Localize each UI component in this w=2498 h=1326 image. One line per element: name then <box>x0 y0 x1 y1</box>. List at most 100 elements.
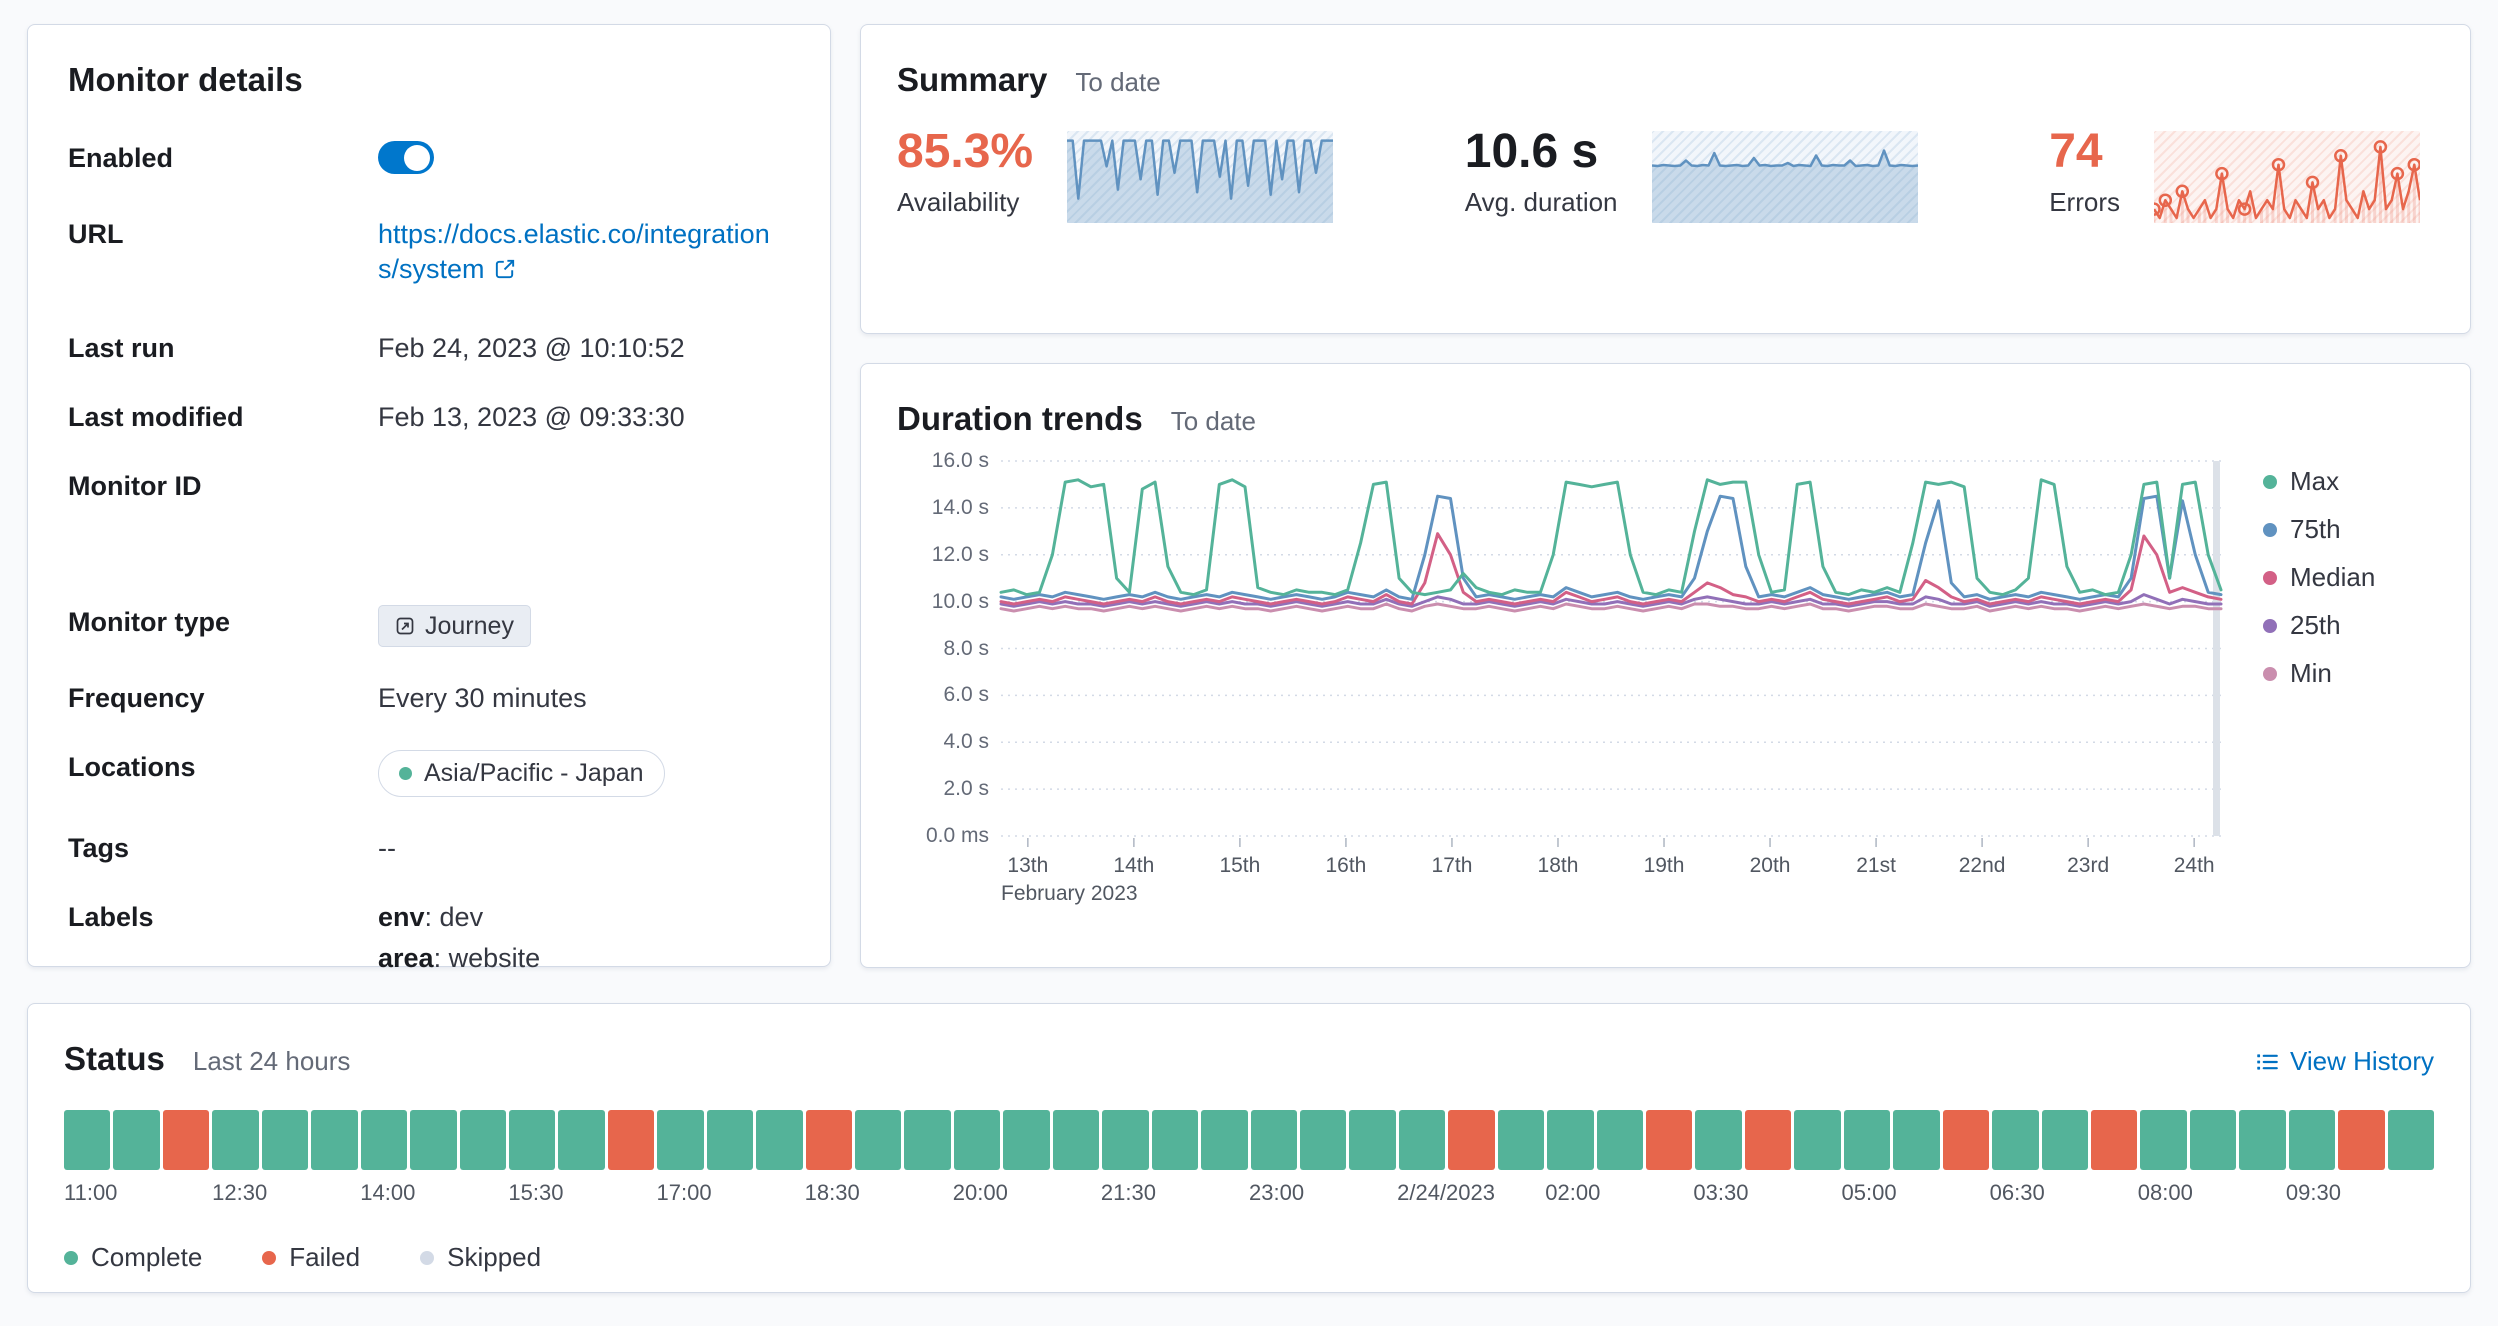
y-axis-tick-label: 2.0 s <box>943 777 989 801</box>
status-block-complete[interactable] <box>1250 1110 1297 1170</box>
status-block-complete[interactable] <box>2387 1110 2434 1170</box>
status-legend-complete: Complete <box>64 1242 202 1273</box>
status-time-label: 11:00 <box>64 1180 118 1205</box>
status-block-complete[interactable] <box>953 1110 1001 1170</box>
status-block-failed[interactable] <box>162 1110 210 1170</box>
status-block-complete[interactable] <box>113 1110 160 1170</box>
status-block-complete[interactable] <box>1398 1110 1446 1170</box>
status-block-complete[interactable] <box>212 1110 259 1170</box>
status-block-complete[interactable] <box>1151 1110 1199 1170</box>
status-block-complete[interactable] <box>756 1110 803 1170</box>
monitor-details-panel: Monitor details Enabled URL https://docs… <box>27 24 831 973</box>
status-block-failed[interactable] <box>1744 1110 1792 1170</box>
duration-legend-item[interactable]: 75th <box>2263 514 2375 545</box>
status-time-label: 09:30 <box>2285 1180 2341 1205</box>
status-block-complete[interactable] <box>2140 1110 2187 1170</box>
status-block-complete[interactable] <box>360 1110 408 1170</box>
view-history-button[interactable]: View History <box>2254 1046 2434 1077</box>
availability-label: Availability <box>897 187 1020 218</box>
status-time-label: 2/24/2023 <box>1397 1180 1495 1205</box>
status-block-complete[interactable] <box>1052 1110 1100 1170</box>
y-axis-tick-label: 16.0 s <box>931 449 989 472</box>
monitor-url-link[interactable]: https://docs.elastic.co/integrations/sys… <box>378 219 770 285</box>
status-block-complete[interactable] <box>558 1110 605 1170</box>
skipped-legend-dot <box>420 1250 435 1265</box>
location-status-dot <box>399 766 412 780</box>
status-block-complete[interactable] <box>64 1110 111 1170</box>
status-block-failed[interactable] <box>1646 1110 1693 1170</box>
y-axis-tick-label: 14.0 s <box>931 495 989 519</box>
status-block-complete[interactable] <box>261 1110 309 1170</box>
status-block-complete[interactable] <box>1893 1110 1940 1170</box>
legend-dot <box>2263 522 2277 537</box>
duration-trends-panel: Duration trends To date 0.0 ms 2.0 s 4.0 s… <box>860 363 2471 968</box>
availability-value: 85.3% <box>897 125 1034 178</box>
detail-row-monitor-type: Monitor type Journey <box>68 604 790 648</box>
status-block-complete[interactable] <box>1003 1110 1050 1170</box>
status-block-complete[interactable] <box>1547 1110 1594 1170</box>
status-time-label: 12:30 <box>212 1180 268 1205</box>
status-block-complete[interactable] <box>1695 1110 1742 1170</box>
status-block-failed[interactable] <box>805 1110 852 1170</box>
detail-row-monitor-id: Monitor ID <box>68 469 790 504</box>
duration-legend-item[interactable]: Median <box>2263 562 2375 593</box>
legend-dot <box>2263 474 2277 489</box>
status-block-failed[interactable] <box>2090 1110 2138 1170</box>
status-block-complete[interactable] <box>1497 1110 1545 1170</box>
status-time-label: 20:00 <box>952 1180 1008 1205</box>
last-run-value: Feb 24, 2023 @ 10:10:52 <box>378 333 685 364</box>
status-block-failed[interactable] <box>1942 1110 1990 1170</box>
y-axis-tick-label: 12.0 s <box>931 542 989 566</box>
status-time-label: 17:00 <box>656 1180 712 1205</box>
status-block-complete[interactable] <box>508 1110 556 1170</box>
x-axis-tick-label: 16th <box>1325 854 1367 877</box>
enabled-toggle[interactable] <box>378 141 434 174</box>
status-block-complete[interactable] <box>2239 1110 2286 1170</box>
status-block-complete[interactable] <box>657 1110 704 1170</box>
avg-duration-label: Avg. duration <box>1464 187 1618 218</box>
status-block-complete[interactable] <box>459 1110 506 1170</box>
duration-trends-subtitle: To date <box>1170 406 1256 436</box>
status-block-complete[interactable] <box>410 1110 457 1170</box>
status-track <box>64 1110 2434 1170</box>
status-block-complete[interactable] <box>855 1110 902 1170</box>
summary-metrics: 85.3% Availability 10.6 s Avg. duration … <box>897 125 2434 223</box>
duration-legend-item[interactable]: 25th <box>2263 610 2375 641</box>
status-block-failed[interactable] <box>607 1110 655 1170</box>
status-block-complete[interactable] <box>2189 1110 2237 1170</box>
status-block-failed[interactable] <box>2338 1110 2385 1170</box>
status-block-complete[interactable] <box>1794 1110 1841 1170</box>
y-axis-tick-label: 8.0 s <box>943 636 989 660</box>
status-block-complete[interactable] <box>1201 1110 1248 1170</box>
status-block-complete[interactable] <box>311 1110 358 1170</box>
status-time-label: 18:30 <box>804 1180 860 1205</box>
detail-row-last-run: Last run Feb 24, 2023 @ 10:10:52 <box>68 331 790 366</box>
status-legend-failed: Failed <box>262 1242 360 1273</box>
x-axis-tick-label: 23rd <box>2067 854 2110 877</box>
detail-row-locations: Locations Asia/Pacific - Japan <box>68 750 790 797</box>
monitor-id-label: Monitor ID <box>68 471 202 502</box>
status-block-complete[interactable] <box>1349 1110 1396 1170</box>
avg-duration-value: 10.6 s <box>1464 125 1599 178</box>
status-time-label: 02:00 <box>1545 1180 1601 1205</box>
y-axis-tick-label: 10.0 s <box>931 589 989 613</box>
status-block-complete[interactable] <box>1992 1110 2039 1170</box>
duration-legend-item[interactable]: Min <box>2263 658 2375 689</box>
last-modified-label: Last modified <box>68 402 244 433</box>
status-block-complete[interactable] <box>2288 1110 2336 1170</box>
x-axis-tick-label: 19th <box>1643 854 1685 877</box>
frequency-label: Frequency <box>68 683 205 714</box>
status-block-failed[interactable] <box>1448 1110 1495 1170</box>
status-block-complete[interactable] <box>2041 1110 2088 1170</box>
status-block-complete[interactable] <box>1102 1110 1149 1170</box>
status-block-complete[interactable] <box>904 1110 951 1170</box>
status-block-complete[interactable] <box>1843 1110 1891 1170</box>
last-modified-value: Feb 13, 2023 @ 09:33:30 <box>378 402 685 433</box>
status-panel: Status Last 24 hours View History 11:00 1… <box>27 1003 2471 1293</box>
availability-sparkline <box>1067 131 1334 223</box>
status-block-complete[interactable] <box>706 1110 754 1170</box>
status-time-label: 21:30 <box>1100 1180 1156 1205</box>
duration-legend-item[interactable]: Max <box>2263 466 2375 497</box>
status-block-complete[interactable] <box>1299 1110 1347 1170</box>
status-block-complete[interactable] <box>1596 1110 1643 1170</box>
